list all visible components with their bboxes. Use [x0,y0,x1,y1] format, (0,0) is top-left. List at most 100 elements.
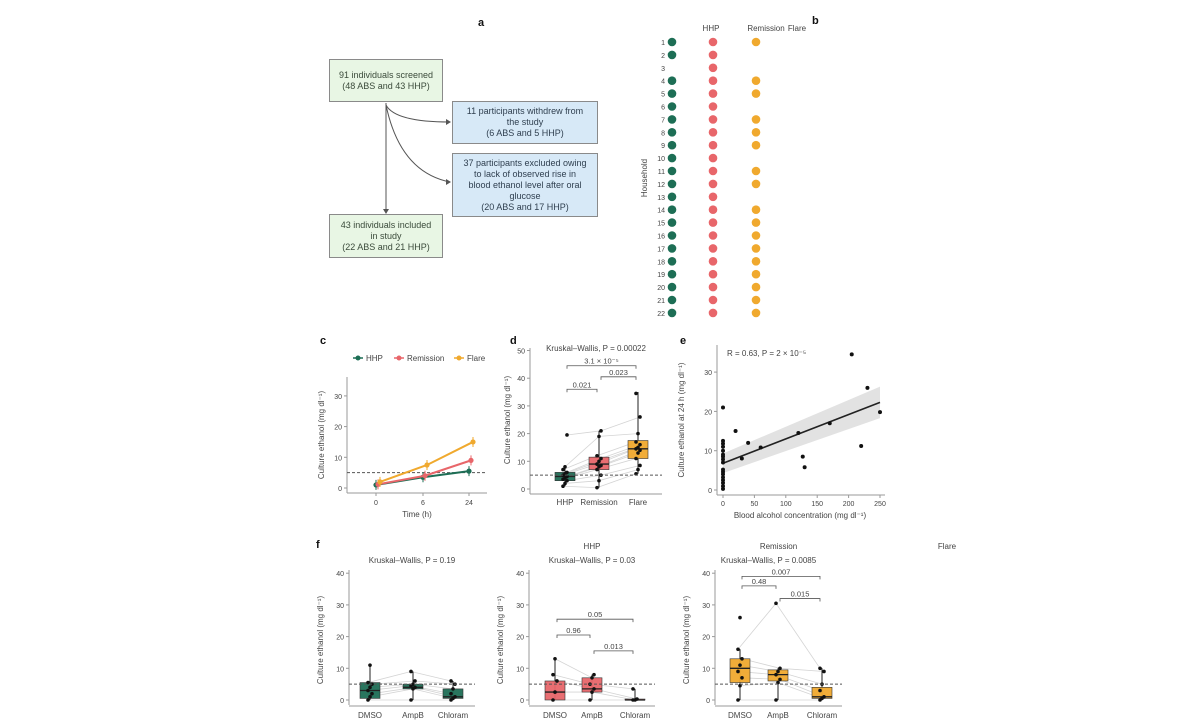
scatter-point [721,486,725,491]
f-data-point [635,697,639,701]
household-dot-red [708,63,718,73]
household-dot-orange [751,89,761,98]
f-paired-line [591,691,636,701]
e-x-tick-label: 250 [874,501,886,508]
household-dot-orange [751,308,761,318]
flow-box-excluded: 37 participants excluded owing to lack of… [452,153,598,217]
scatter-point [721,438,725,443]
household-dot-green [667,128,677,137]
f-data-point [822,695,826,699]
f-data-point [592,672,596,677]
household-dot-red [708,128,718,137]
household-dot-green [667,140,677,150]
household-label: 9 [661,143,665,150]
d-data-point [636,451,640,455]
e-y-tick-label: 0 [708,488,712,495]
f-x-tick-label: DMSO [358,711,382,720]
d-p-value-label: 3.1 × 10⁻⁵ [584,357,618,366]
d-data-point [561,484,565,489]
household-dot-green [667,205,677,214]
d-p-value-label: 0.021 [573,380,592,389]
household-dot-orange [751,282,761,292]
d-data-point [595,467,599,472]
f-data-point [368,663,372,667]
f-data-point [366,680,370,685]
f-y-tick-label: 30 [516,603,524,610]
f-significance-bracket [556,634,591,639]
scatter-point [721,475,725,480]
f-significance-bracket [556,618,634,623]
f-data-point [451,687,455,691]
f-data-point [818,666,822,671]
e-x-axis-label: Blood alcohol concentration (mg dl⁻¹) [734,511,867,520]
household-dot-green [667,295,677,305]
legend-label-hhp: HHP [366,354,383,363]
column-header-hhp: HHP [703,24,720,33]
d-x-tick-label: Flare [629,498,648,507]
f-p-value-label: 0.96 [566,626,581,635]
scatter-point [721,467,725,472]
f-y-axis-label: Culture ethanol (mg dl⁻¹) [316,596,325,685]
panel-label-c: c [320,335,326,347]
d-data-point [636,467,640,472]
household-dot-red [708,205,718,214]
d-y-tick-label: 30 [517,404,525,411]
household-label: 21 [657,298,665,305]
household-dot-green [667,102,677,111]
household-dot-red [708,179,718,189]
e-x-tick-label: 150 [811,501,823,508]
c-y-axis-label: Culture ethanol (mg dl⁻¹) [317,391,326,480]
f-y-tick-label: 10 [516,666,524,673]
f-data-point [776,669,780,674]
f-y-axis-label: Culture ethanol (mg dl⁻¹) [682,596,691,685]
panel-label-f: f [316,539,320,551]
flow-text: (6 ABS and 5 HHP) [486,128,564,138]
d-data-point [597,459,601,464]
scatter-point [878,410,882,415]
household-dot-red [708,166,718,176]
d-data-point [638,415,642,419]
household-dot-red [708,218,718,227]
panel-label-e: e [680,335,686,347]
d-paired-line [564,436,600,468]
household-label: 18 [657,259,665,266]
household-dot-green [667,76,677,85]
c-y-tick-label: 20 [334,425,342,432]
f-data-point [590,690,594,694]
household-dot-green [667,179,677,189]
f-y-tick-label: 30 [336,603,344,610]
f-y-tick-label: 10 [336,666,344,673]
f-data-point [449,679,453,683]
f-data-point [551,672,555,677]
f-data-point [555,679,559,683]
f-x-tick-label: AmpB [581,711,603,720]
household-dot-orange [751,218,761,227]
f-data-point [368,685,372,690]
f-data-point [553,656,557,661]
household-dot-red [708,153,718,163]
scatter-point [802,465,807,470]
d-paired-line [562,485,598,489]
d-paired-line [596,473,637,488]
flow-text: in study [370,230,402,241]
e-y-tick-label: 30 [704,370,712,377]
f-significance-bracket [593,650,634,654]
household-dot-green [667,282,677,292]
flow-text: (48 ABS and 43 HHP) [342,80,430,91]
household-dot-red [708,50,718,60]
f-y-tick-label: 40 [702,571,710,578]
d-significance-bracket [566,365,637,369]
d-paired-line [598,433,639,437]
household-dot-red [708,76,718,85]
d-paired-line [598,469,639,482]
d-data-point [634,440,638,444]
f-data-point [411,682,415,686]
f-data-point [631,687,635,691]
facet-title-flare: Flare [938,542,957,551]
flow-box-included: 43 individuals included in study (22 ABS a… [329,214,443,258]
d-y-tick-label: 20 [517,432,525,439]
d-paired-line [566,430,602,436]
f-data-point [778,666,782,671]
f-data-point [370,691,374,696]
f-data-point [736,698,740,702]
